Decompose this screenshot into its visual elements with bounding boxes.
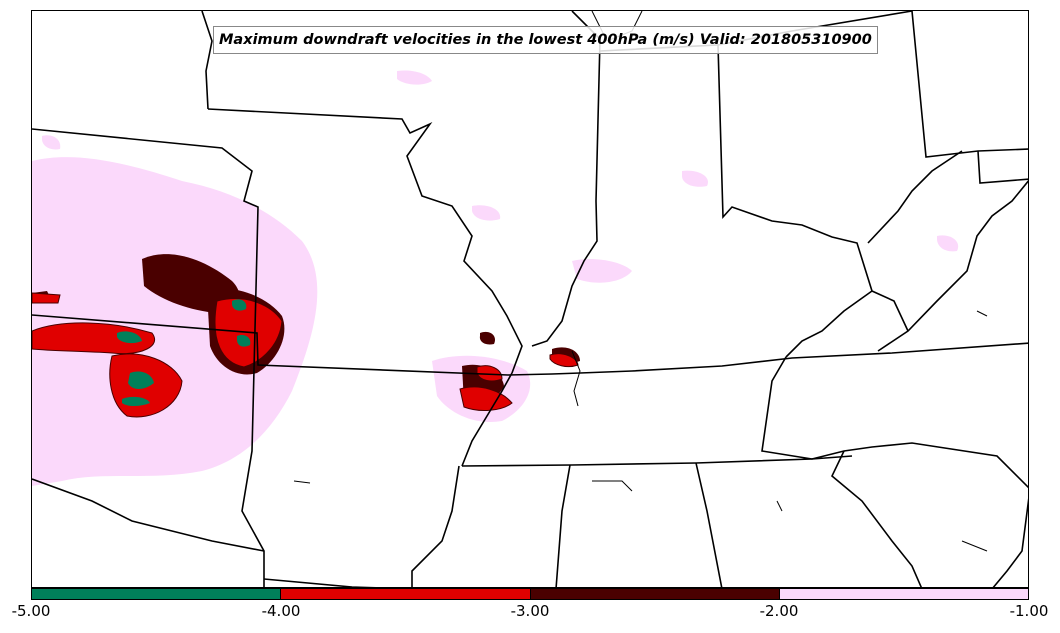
colorbar-tick-label: -5.00: [11, 602, 51, 620]
colorbar: [31, 588, 1029, 600]
colorbar-segment-3: [529, 589, 779, 599]
colorbar-tick-label: -3.00: [510, 602, 550, 620]
map-canvas: [32, 11, 1028, 587]
colorbar-tick-label: -1.00: [1009, 602, 1049, 620]
state-boundaries: [32, 11, 1028, 587]
colorbar-ticks: -5.00 -4.00 -3.00 -2.00 -1.00: [0, 600, 1060, 630]
colorbar-segment-2: [280, 589, 530, 599]
colorbar-tick-label: -4.00: [261, 602, 301, 620]
map-panel: Maximum downdraft velocities in the lowe…: [31, 10, 1029, 588]
water-features: [293, 11, 988, 552]
colorbar-tick-label: -2.00: [759, 602, 799, 620]
colorbar-segment-4: [778, 589, 1028, 599]
map-title: Maximum downdraft velocities in the lowe…: [213, 26, 878, 54]
downdraft-extreme-regions: [117, 299, 251, 406]
colorbar-segment-1: [32, 589, 281, 599]
